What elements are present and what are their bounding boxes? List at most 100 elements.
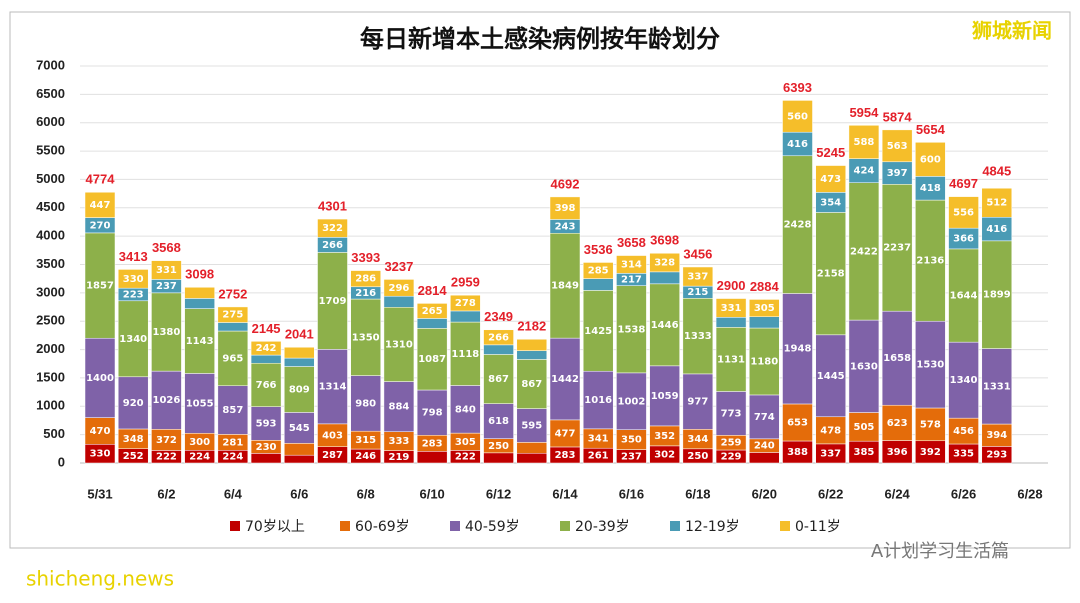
- segment-label: 1380: [153, 327, 181, 338]
- segment-label: 766: [256, 380, 277, 391]
- bar-segment: [516, 350, 548, 360]
- segment-label: 1400: [86, 373, 114, 384]
- segment-label: 920: [123, 398, 144, 409]
- bar-segment: [217, 330, 249, 387]
- segment-label: 261: [588, 451, 609, 462]
- bar-segment: [549, 233, 581, 339]
- bar-segment: [749, 316, 780, 329]
- segment-label: 285: [588, 266, 609, 277]
- bar-segment: [516, 442, 548, 454]
- segment-label: 337: [687, 272, 708, 283]
- segment-label: 223: [123, 289, 144, 300]
- segment-label: 470: [90, 426, 111, 437]
- segment-label: 593: [256, 418, 277, 429]
- segment-label: 1340: [119, 334, 147, 345]
- segment-label: 219: [388, 452, 409, 463]
- segment-label: 392: [920, 447, 941, 458]
- segment-label: 473: [820, 174, 841, 185]
- bar-segment: [782, 155, 813, 294]
- bar-segment: [582, 290, 614, 372]
- segment-label: 867: [488, 374, 509, 385]
- bar-segment: [749, 452, 780, 464]
- segment-label: 287: [322, 450, 343, 461]
- legend-label: 60-69岁: [355, 519, 410, 535]
- x-tick-label: 6/12: [486, 486, 511, 501]
- segment-label: 305: [455, 437, 476, 448]
- legend-swatch: [670, 521, 680, 531]
- segment-label: 1446: [651, 320, 679, 331]
- total-label: 3413: [119, 249, 148, 264]
- bar-segment: [749, 327, 780, 396]
- bar-segment: [284, 346, 315, 359]
- segment-label: 600: [920, 154, 941, 165]
- legend-swatch: [230, 521, 240, 531]
- y-tick-label: 1000: [36, 398, 65, 413]
- bar-segment: [782, 100, 813, 133]
- segment-label: 477: [555, 428, 576, 439]
- bar-segment: [881, 310, 913, 406]
- bar-segment: [383, 307, 415, 382]
- segment-label: 296: [388, 283, 409, 294]
- segment-label: 884: [388, 402, 409, 413]
- segment-label: 965: [222, 353, 243, 364]
- watermark: A计划学习生活篇: [871, 541, 1009, 562]
- segment-label: 560: [787, 111, 808, 122]
- segment-label: 773: [721, 408, 742, 419]
- segment-label: 352: [654, 431, 675, 442]
- segment-label: 366: [953, 234, 974, 245]
- bar-segment: [815, 416, 846, 445]
- y-tick-label: 0: [58, 454, 65, 469]
- segment-label: 403: [322, 430, 343, 441]
- bar-segment: [117, 300, 149, 378]
- bar-segment: [915, 199, 946, 322]
- segment-label: 1087: [418, 354, 446, 365]
- segment-label: 1709: [319, 296, 347, 307]
- watermark: shicheng.news: [26, 567, 174, 591]
- bar-segment: [649, 271, 680, 285]
- segment-label: 229: [721, 452, 742, 463]
- y-tick-label: 5500: [36, 143, 65, 158]
- segment-label: 388: [787, 447, 808, 458]
- total-label: 5874: [883, 109, 913, 124]
- segment-label: 397: [887, 168, 908, 179]
- total-label: 5245: [816, 145, 845, 160]
- segment-label: 977: [687, 397, 708, 408]
- bar-segment: [416, 328, 448, 391]
- segment-label: 1899: [983, 290, 1011, 301]
- segment-label: 283: [555, 450, 576, 461]
- segment-label: 1314: [319, 382, 347, 393]
- legend-swatch: [780, 521, 790, 531]
- bar-segment: [616, 285, 647, 374]
- bar-segment: [815, 165, 846, 193]
- bar-segment: [582, 262, 614, 279]
- segment-label: 980: [355, 398, 376, 409]
- segment-label: 1445: [817, 371, 845, 382]
- total-label: 2145: [252, 321, 281, 336]
- bar-segment: [416, 451, 448, 464]
- segment-label: 1131: [717, 354, 745, 365]
- bar-segment: [250, 354, 282, 364]
- segment-label: 456: [953, 426, 974, 437]
- segment-label: 250: [687, 451, 708, 462]
- segment-label: 1118: [451, 349, 479, 360]
- total-label: 4301: [318, 199, 347, 214]
- x-tick-label: 6/2: [157, 486, 175, 501]
- segment-label: 653: [787, 417, 808, 428]
- bar-segment: [516, 408, 548, 443]
- segment-label: 275: [222, 310, 243, 321]
- bar-segment: [383, 381, 415, 432]
- segment-label: 545: [289, 423, 310, 434]
- legend-label: 20-39岁: [575, 519, 630, 535]
- bar-segment: [948, 341, 979, 419]
- y-tick-label: 2000: [36, 341, 65, 356]
- y-tick-label: 7000: [36, 57, 65, 72]
- x-tick-label: 6/6: [290, 486, 308, 501]
- segment-label: 1002: [618, 396, 646, 407]
- y-tick-label: 4000: [36, 228, 65, 243]
- segment-label: 1059: [651, 391, 679, 402]
- bar-segment: [549, 337, 581, 421]
- segment-label: 1425: [584, 326, 612, 337]
- bar-segment: [682, 298, 714, 375]
- bar-segment: [151, 370, 182, 430]
- segment-label: 563: [887, 141, 908, 152]
